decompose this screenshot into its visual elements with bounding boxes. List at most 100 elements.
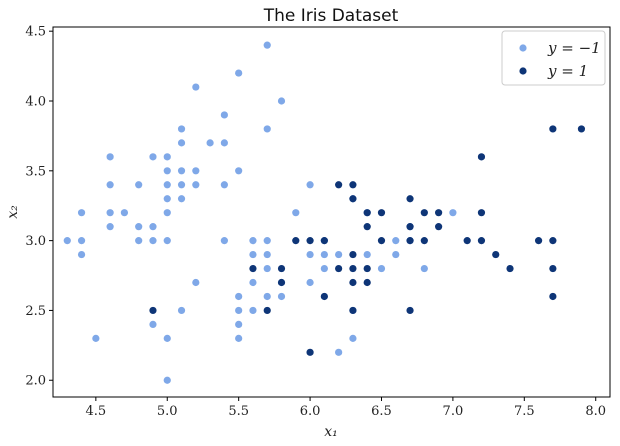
point-neg-34: [192, 83, 200, 91]
point-pos-30: [435, 223, 443, 231]
point-neg-2: [77, 237, 86, 245]
x-tick-label-2: 5.5: [228, 404, 249, 419]
point-pos-38: [534, 237, 543, 245]
point-neg-18: [163, 334, 171, 342]
point-pos-20: [363, 223, 371, 231]
point-pos-22: [377, 237, 386, 245]
point-neg-10: [135, 237, 143, 245]
point-neg-59: [292, 209, 300, 217]
point-pos-13: [349, 278, 357, 287]
legend-box: [501, 30, 606, 86]
point-neg-56: [277, 292, 286, 301]
point-neg-27: [177, 181, 186, 189]
point-pos-43: [577, 125, 586, 133]
point-neg-0: [63, 237, 71, 245]
point-neg-71: [363, 250, 371, 259]
point-pos-37: [506, 264, 514, 273]
point-pos-26: [406, 223, 414, 231]
point-pos-15: [349, 250, 357, 259]
point-neg-5: [106, 223, 114, 231]
x-tick-label-1: 5.0: [157, 404, 178, 419]
chart-title: The Iris Dataset: [263, 6, 399, 26]
point-neg-60: [306, 278, 314, 287]
point-pos-21: [363, 209, 371, 217]
point-pos-23: [377, 209, 386, 217]
legend: y = −1 y = 1: [501, 30, 606, 86]
point-neg-54: [263, 125, 271, 133]
point-pos-1: [249, 264, 257, 273]
point-neg-12: [135, 181, 143, 189]
point-neg-64: [320, 250, 328, 259]
point-pos-35: [477, 153, 486, 161]
y-tick-label-4: 4.0: [25, 95, 46, 110]
point-pos-36: [492, 250, 500, 259]
point-neg-6: [106, 209, 114, 217]
x-axis-label: x₁: [324, 424, 338, 440]
point-pos-10: [335, 264, 343, 273]
point-neg-14: [149, 237, 157, 245]
point-pos-5: [292, 237, 300, 245]
point-pos-9: [320, 237, 328, 245]
point-neg-46: [249, 306, 257, 315]
point-pos-18: [363, 278, 371, 287]
legend-label-pos: y = 1: [547, 62, 588, 80]
point-neg-43: [235, 292, 243, 301]
point-pos-2: [263, 306, 271, 315]
plot-frame: [52, 26, 611, 398]
point-pos-17: [349, 181, 357, 189]
y-axis-ticks: 2.0 2.5 3.0 3.5 4.0 4.5: [25, 25, 53, 389]
point-neg-47: [249, 278, 257, 287]
point-neg-35: [206, 139, 214, 147]
x-tick-label-4: 6.5: [371, 404, 392, 419]
point-neg-44: [235, 167, 243, 175]
point-neg-9: [120, 209, 129, 217]
point-neg-21: [163, 195, 171, 203]
point-neg-74: [392, 250, 400, 259]
point-neg-51: [263, 264, 271, 273]
point-neg-19: [163, 237, 171, 245]
point-neg-11: [135, 223, 143, 231]
point-pos-11: [335, 181, 343, 189]
point-neg-53: [263, 237, 271, 245]
point-neg-39: [220, 111, 228, 119]
point-neg-66: [335, 348, 343, 356]
point-neg-17: [163, 376, 171, 384]
point-neg-42: [235, 306, 243, 315]
y-tick-label-2: 3.0: [25, 234, 46, 249]
point-pos-39: [549, 292, 557, 301]
point-neg-45: [235, 69, 243, 77]
point-neg-58: [277, 97, 286, 105]
point-pos-33: [477, 237, 486, 245]
y-tick-label-0: 2.0: [25, 374, 46, 389]
point-neg-78: [420, 264, 428, 273]
x-tick-label-6: 7.5: [514, 404, 535, 419]
point-neg-1: [77, 250, 86, 259]
x-axis-ticks: 4.5 5.0 5.5 6.0 6.5 7.0 7.5 8.0: [86, 397, 606, 419]
point-neg-26: [177, 195, 186, 203]
point-pos-3: [277, 278, 286, 287]
point-neg-68: [349, 334, 357, 342]
x-tick-label-3: 6.0: [300, 404, 321, 419]
point-neg-22: [163, 181, 171, 189]
point-pos-25: [406, 237, 414, 245]
point-pos-16: [349, 195, 357, 203]
point-neg-52: [263, 250, 271, 259]
point-neg-20: [163, 209, 171, 217]
point-neg-15: [149, 223, 157, 231]
point-neg-79: [449, 209, 457, 217]
point-pos-8: [320, 292, 328, 301]
point-neg-29: [177, 139, 186, 147]
point-neg-30: [177, 125, 186, 133]
point-neg-49: [249, 237, 257, 245]
point-neg-37: [220, 181, 228, 189]
point-pos-27: [406, 195, 414, 203]
point-pos-40: [549, 264, 557, 273]
x-tick-label-7: 8.0: [585, 404, 606, 419]
point-pos-19: [363, 264, 371, 273]
point-neg-25: [177, 306, 186, 315]
point-pos-6: [306, 348, 314, 356]
point-neg-16: [149, 153, 157, 161]
point-neg-28: [177, 167, 186, 175]
point-neg-73: [377, 264, 386, 273]
